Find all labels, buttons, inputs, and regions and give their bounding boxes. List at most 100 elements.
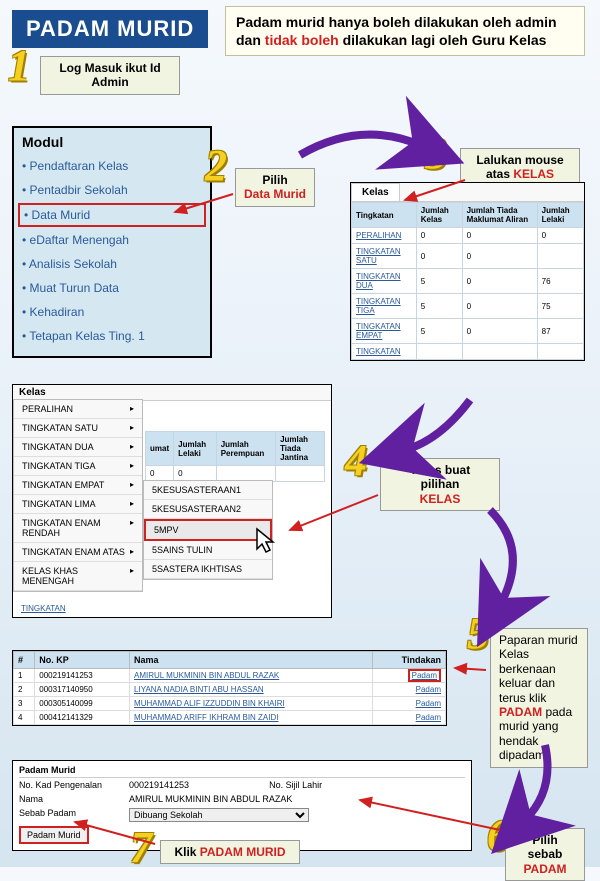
modul-item[interactable]: Muat Turun Data [14, 276, 210, 300]
cell: 2 [14, 683, 35, 697]
th: Tingkatan [352, 203, 417, 228]
table-row: 4000412141329 MUHAMMAD ARIFF IKHRAM BIN Z… [14, 711, 446, 725]
cell [416, 344, 462, 360]
th: Jumlah Tiada Jantina [276, 432, 325, 466]
step4-red: KELAS [420, 492, 461, 506]
cell: 0 [462, 228, 537, 244]
kp-value: 000219141253 [129, 780, 189, 790]
cell: 000412141329 [35, 711, 130, 725]
cell: 000317140950 [35, 683, 130, 697]
dd-item[interactable]: TINGKATAN ENAM ATAS [14, 543, 142, 562]
th: Jumlah Lelaki [174, 432, 217, 466]
kelas-data-table: Tingkatan Jumlah Kelas Jumlah Tiada Makl… [351, 202, 584, 360]
cell: 5 [416, 269, 462, 294]
table-row: 2000317140950 LIYANA NADIA BINTI ABU HASS… [14, 683, 446, 697]
cell: 3 [14, 697, 35, 711]
step2-red: Data Murid [244, 187, 306, 201]
dd-item[interactable]: TINGKATAN ENAM RENDAH [14, 514, 142, 543]
dropdown-panel: Kelas umat Jumlah Lelaki Jumlah Perempua… [12, 384, 332, 618]
step5-label: Paparan murid Kelas berkenaan keluar dan… [490, 628, 588, 768]
step-number-5: 5 [467, 608, 489, 659]
modul-item[interactable]: Kehadiran [14, 300, 210, 324]
step2-label: Pilih Data Murid [235, 168, 315, 207]
modul-panel: Modul Pendaftaran Kelas Pentadbir Sekola… [12, 126, 212, 358]
cell: 0 [537, 228, 583, 244]
table-row: 3000305140099 MUHAMMAD ALIF IZZUDDIN BIN … [14, 697, 446, 711]
student-link[interactable]: LIYANA NADIA BINTI ABU HASSAN [134, 685, 264, 694]
th: Tindakan [372, 652, 445, 669]
step3-label: Lalukan mouse atas KELAS [460, 148, 580, 187]
table-row: 1000219141253 AMIRUL MUKMININ BIN ABDUL R… [14, 669, 446, 683]
cell: 000219141253 [35, 669, 130, 683]
cell: 76 [537, 269, 583, 294]
padam-link[interactable]: Padam [416, 685, 441, 694]
dd-item[interactable]: KELAS KHAS MENENGAH [14, 562, 142, 591]
link[interactable]: TINGKATAN [356, 347, 401, 356]
link[interactable]: TINGKATAN SATU [356, 247, 401, 265]
step6-red: PADAM [523, 862, 566, 876]
sebab-select[interactable]: Dibuang Sekolah [129, 808, 309, 822]
padam-link[interactable]: Padam [408, 669, 441, 682]
link[interactable]: TINGKATAN EMPAT [356, 322, 401, 340]
cell: 1 [14, 669, 35, 683]
dd-item[interactable]: TINGKATAN DUA [14, 438, 142, 457]
student-table: # No. KP Nama Tindakan 1000219141253 AMIR… [12, 650, 447, 726]
dd-item[interactable]: PERALIHAN [14, 400, 142, 419]
confirm-title: Padam Murid [19, 765, 465, 778]
step6-label: Pilih sebab PADAM [505, 828, 585, 881]
link[interactable]: PERALIHAN [356, 231, 401, 240]
dd-item[interactable]: TINGKATAN TIGA [14, 457, 142, 476]
modul-item[interactable]: Tetapan Kelas Ting. 1 [14, 324, 210, 348]
cell: 4 [14, 711, 35, 725]
step3-red: KELAS [513, 167, 554, 181]
student-link[interactable]: MUHAMMAD ALIF IZZUDDIN BIN KHAIRI [134, 699, 285, 708]
step2-pre: Pilih [262, 173, 287, 187]
padam-murid-button[interactable]: Padam Murid [19, 826, 89, 844]
padam-link[interactable]: Padam [416, 699, 441, 708]
confirm-panel: Padam Murid No. Kad Pengenalan0002191412… [12, 760, 472, 851]
dd-sub-item[interactable]: 5KESUSASTERAAN2 [144, 500, 272, 519]
step-number-1: 1 [8, 40, 30, 91]
cell: 0 [462, 244, 537, 269]
kp-label: No. Kad Pengenalan [19, 780, 129, 790]
th: Nama [130, 652, 373, 669]
modul-item-data-murid[interactable]: Data Murid [18, 203, 206, 227]
th: No. KP [35, 652, 130, 669]
modul-item[interactable]: Pentadbir Sekolah [14, 178, 210, 202]
dd-sub-item[interactable]: 5KESUSASTERAAN1 [144, 481, 272, 500]
sijil-label: No. Sijil Lahir [269, 780, 322, 790]
modul-item[interactable]: Pendaftaran Kelas [14, 154, 210, 178]
page-title: PADAM MURID [12, 10, 208, 48]
dd-item[interactable]: TINGKATAN EMPAT [14, 476, 142, 495]
step-number-2: 2 [205, 140, 227, 191]
dd-item[interactable]: TINGKATAN LIMA [14, 495, 142, 514]
notice-text-post: dilakukan lagi oleh Guru Kelas [339, 32, 547, 48]
step5-pre: Paparan murid Kelas berkenaan keluar dan… [499, 633, 578, 705]
notice-box: Padam murid hanya boleh dilakukan oleh a… [225, 6, 585, 56]
step5-red: PADAM [499, 705, 542, 719]
th: Jumlah Lelaki [537, 203, 583, 228]
modul-item[interactable]: Analisis Sekolah [14, 252, 210, 276]
footer-link[interactable]: TINGKATAN [15, 602, 329, 615]
kelas-tab-label[interactable]: Kelas [351, 183, 400, 201]
student-link[interactable]: MUHAMMAD ARIFF IKHRAM BIN ZAIDI [134, 713, 278, 722]
cell: 5 [416, 294, 462, 319]
student-link[interactable]: AMIRUL MUKMININ BIN ABDUL RAZAK [134, 671, 279, 680]
cell: 0 [416, 244, 462, 269]
modul-item[interactable]: eDaftar Menengah [14, 228, 210, 252]
dd-sub-item[interactable]: 5SASTERA IKHTISAS [144, 560, 272, 579]
cell: 75 [537, 294, 583, 319]
link[interactable]: TINGKATAN TIGA [356, 297, 401, 315]
modul-title: Modul [14, 134, 210, 154]
th: # [14, 652, 35, 669]
dd-item[interactable]: TINGKATAN SATU [14, 419, 142, 438]
step-number-4: 4 [345, 435, 367, 486]
cursor-icon [253, 527, 283, 557]
cell: 0 [462, 294, 537, 319]
link[interactable]: TINGKATAN DUA [356, 272, 401, 290]
cell: 87 [537, 319, 583, 344]
sebab-label: Sebab Padam [19, 808, 129, 822]
cell: 000305140099 [35, 697, 130, 711]
kelas-table: Kelas Tingkatan Jumlah Kelas Jumlah Tiad… [350, 182, 585, 361]
padam-link[interactable]: Padam [416, 713, 441, 722]
